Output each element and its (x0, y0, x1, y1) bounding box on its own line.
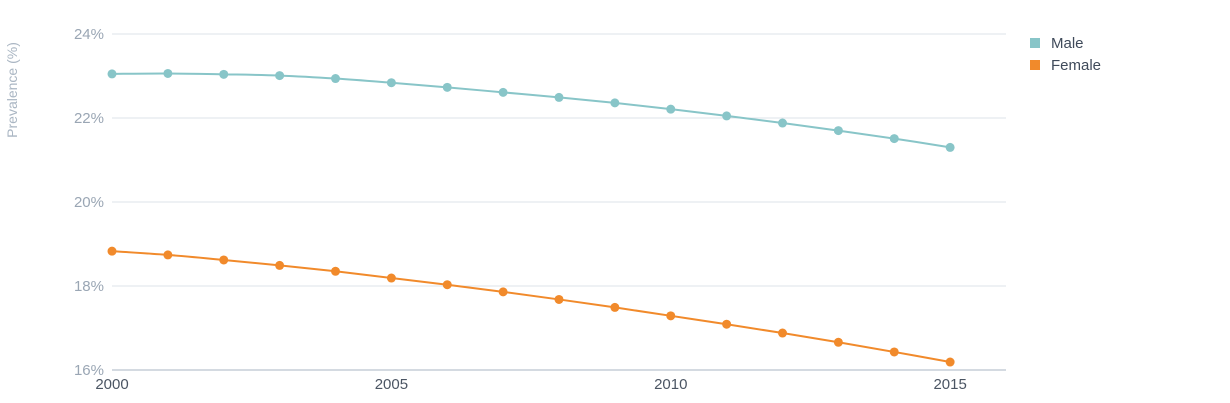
x-axis-ticks: 2000 2005 2010 2015 (95, 376, 967, 393)
female-data-point (722, 319, 732, 329)
female-data-point (275, 260, 285, 270)
female-data-point (945, 357, 955, 367)
female-data-point (610, 302, 620, 312)
female-data-point (889, 347, 899, 357)
y-tick-label: 18% (74, 278, 104, 295)
female-data-point (554, 294, 564, 304)
male-series-line (111, 72, 951, 149)
male-data-point (833, 126, 843, 136)
female-data-point (107, 246, 117, 256)
male-data-point (722, 111, 732, 121)
male-data-point (107, 69, 117, 79)
male-legend-swatch (1030, 38, 1040, 48)
female-data-point (498, 287, 508, 297)
y-tick-label: 22% (74, 110, 104, 127)
female-data-point (331, 266, 340, 276)
female-data-point (666, 311, 676, 321)
male-data-point (666, 104, 676, 114)
female-series-line (111, 250, 951, 364)
male-data-point (778, 118, 787, 128)
male-data-point (610, 98, 620, 108)
female-data-point (442, 280, 452, 290)
male-data-point (554, 92, 564, 102)
y-axis-ticks: 16% 18% 20% 22% 24% (74, 26, 104, 379)
y-tick-label: 16% (74, 362, 104, 379)
y-tick-label: 24% (74, 26, 104, 43)
male-data-point (498, 87, 508, 97)
gridlines (112, 33, 1006, 371)
male-legend-label: Male (1051, 35, 1084, 52)
female-legend-swatch (1030, 60, 1040, 70)
y-tick-label: 20% (74, 194, 104, 211)
male-data-point (442, 82, 452, 92)
male-data-point (163, 68, 173, 78)
legend: Male Female (1030, 35, 1101, 74)
x-tick-label: 2005 (375, 376, 408, 393)
x-tick-label: 2000 (95, 376, 128, 393)
male-data-point (386, 78, 396, 88)
male-data-point (945, 142, 955, 152)
male-data-point (331, 74, 340, 84)
male-data-point (219, 69, 229, 79)
female-data-point (219, 255, 229, 265)
female-legend-label: Female (1051, 57, 1101, 74)
male-data-point (889, 134, 899, 144)
female-data-point (778, 328, 787, 338)
x-tick-label: 2015 (933, 376, 966, 393)
x-tick-label: 2010 (654, 376, 687, 393)
female-data-point (163, 250, 173, 260)
female-data-point (833, 337, 843, 347)
male-data-point (275, 71, 285, 81)
female-data-point (386, 273, 396, 283)
data-series (107, 68, 955, 367)
y-axis-title: Prevalence (%) (4, 42, 20, 138)
